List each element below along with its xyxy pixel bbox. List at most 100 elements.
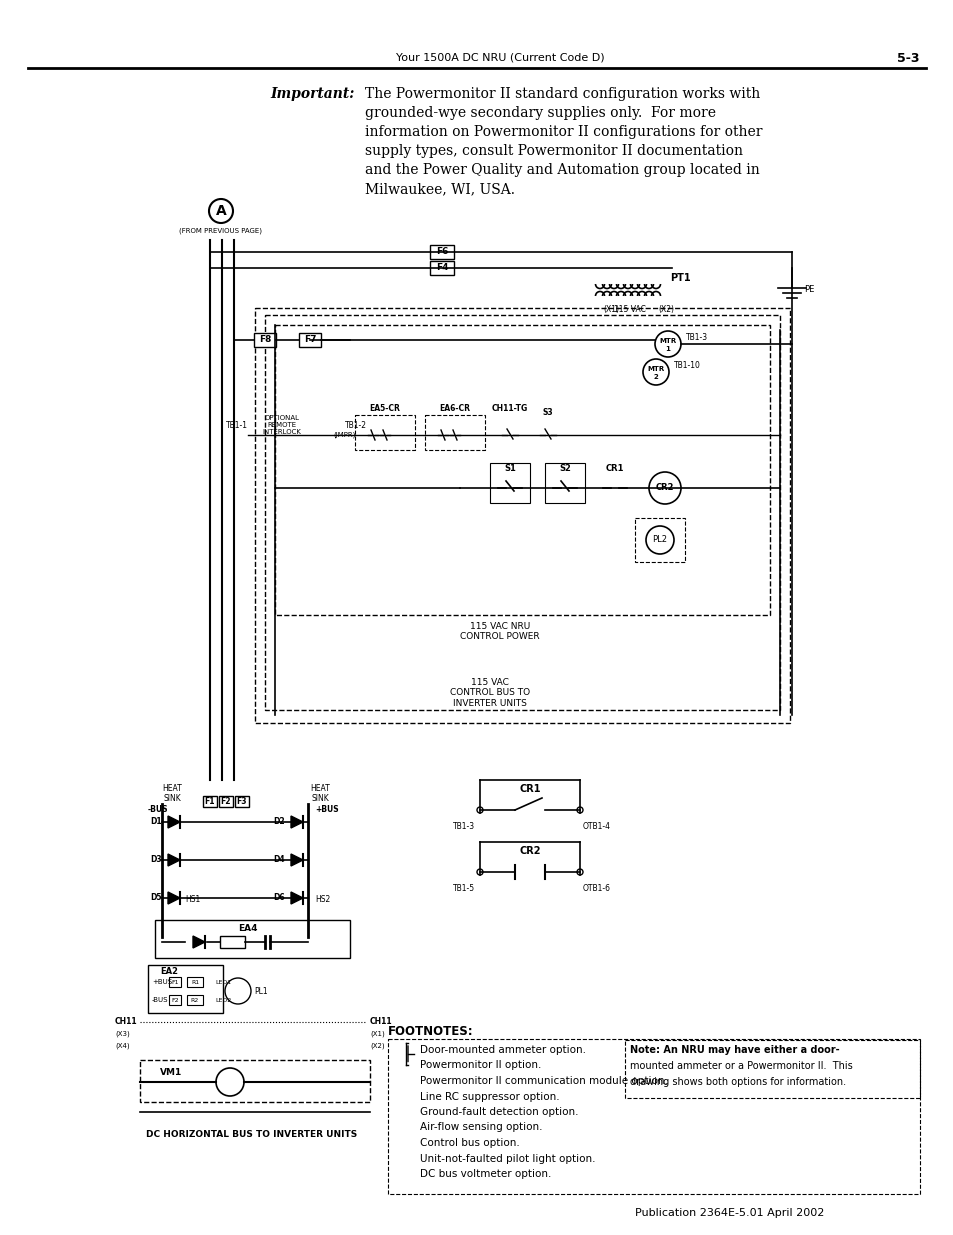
Polygon shape [291, 892, 303, 904]
Text: HS2: HS2 [314, 895, 330, 904]
Bar [253, 333, 275, 347]
Text: 2: 2 [653, 374, 658, 380]
Polygon shape [193, 936, 205, 948]
Text: CH11-TG: CH11-TG [492, 404, 528, 412]
Text: 115 VAC NRU
CONTROL POWER: 115 VAC NRU CONTROL POWER [459, 622, 539, 641]
Bar [203, 797, 216, 806]
Text: PT1: PT1 [669, 273, 690, 283]
Bar [355, 415, 415, 450]
Text: Line RC suppressor option.: Line RC suppressor option. [419, 1092, 559, 1102]
Text: 5-3: 5-3 [897, 52, 919, 64]
Text: MTR: MTR [647, 366, 664, 372]
Text: PE: PE [803, 285, 814, 294]
Text: S1: S1 [503, 464, 516, 473]
Text: F1: F1 [172, 979, 178, 984]
Text: Air-flow sensing option.: Air-flow sensing option. [419, 1123, 542, 1132]
Text: (X3): (X3) [115, 1031, 130, 1037]
Text: TB1-3: TB1-3 [685, 333, 707, 342]
Text: PL1: PL1 [253, 988, 268, 997]
Text: -BUS: -BUS [152, 997, 169, 1003]
Text: (X1): (X1) [602, 305, 618, 314]
Text: (X1): (X1) [370, 1031, 384, 1037]
Text: HS1: HS1 [185, 895, 200, 904]
Text: +BUS: +BUS [314, 805, 338, 815]
Bar [430, 245, 454, 259]
Text: CR1: CR1 [518, 784, 540, 794]
Text: +BUS: +BUS [152, 979, 172, 986]
Text: R2: R2 [191, 998, 199, 1003]
Bar [187, 977, 203, 987]
Text: EA6-CR: EA6-CR [439, 404, 470, 412]
Text: EA2: EA2 [160, 967, 178, 976]
Text: CR2: CR2 [655, 483, 674, 493]
Text: TB1-1: TB1-1 [226, 420, 248, 430]
Text: R1: R1 [191, 979, 199, 984]
Text: D4: D4 [274, 856, 285, 864]
Text: EA5-CR: EA5-CR [369, 404, 400, 412]
Text: LED2: LED2 [214, 998, 231, 1003]
Text: D5: D5 [151, 893, 162, 903]
Bar [388, 1039, 919, 1194]
Text: VM1: VM1 [160, 1068, 182, 1077]
Text: 1: 1 [665, 346, 670, 352]
Text: F8: F8 [258, 336, 271, 345]
Text: TB1-10: TB1-10 [673, 362, 700, 370]
Text: DC bus voltmeter option.: DC bus voltmeter option. [419, 1170, 551, 1179]
Text: OTB1-6: OTB1-6 [582, 884, 610, 893]
Bar [219, 797, 233, 806]
Text: F2: F2 [171, 998, 178, 1003]
Bar [274, 325, 769, 615]
Text: CR2: CR2 [518, 846, 540, 856]
Text: HEAT
SINK: HEAT SINK [310, 784, 330, 804]
Text: TB1-5: TB1-5 [453, 884, 475, 893]
Polygon shape [168, 892, 180, 904]
Polygon shape [291, 853, 303, 866]
Text: S3: S3 [542, 408, 553, 417]
Text: Control bus option.: Control bus option. [419, 1137, 519, 1149]
Text: Door-mounted ammeter option.: Door-mounted ammeter option. [419, 1045, 585, 1055]
Bar [148, 965, 223, 1013]
Text: OPTIONAL
REMOTE
INTERLOCK: OPTIONAL REMOTE INTERLOCK [262, 415, 301, 435]
Text: FOOTNOTES:: FOOTNOTES: [388, 1025, 473, 1037]
Polygon shape [168, 816, 180, 827]
Text: Powermonitor II option.: Powermonitor II option. [419, 1061, 540, 1071]
Text: F2: F2 [220, 798, 231, 806]
Bar [169, 977, 181, 987]
Text: CR1: CR1 [605, 464, 623, 473]
Polygon shape [291, 816, 303, 827]
Text: Milwaukee, WI, USA.: Milwaukee, WI, USA. [365, 182, 515, 196]
Text: and the Power Quality and Automation group located in: and the Power Quality and Automation gro… [365, 163, 759, 177]
Text: OTB1-4: OTB1-4 [582, 823, 610, 831]
Text: (JMPR): (JMPR) [334, 432, 355, 438]
Text: D1: D1 [151, 818, 162, 826]
Text: Your 1500A DC NRU (Current Code D): Your 1500A DC NRU (Current Code D) [395, 53, 603, 63]
Text: (X2): (X2) [370, 1042, 384, 1050]
Text: supply types, consult Powermonitor II documentation: supply types, consult Powermonitor II do… [365, 144, 742, 158]
Text: D6: D6 [274, 893, 285, 903]
Text: F6: F6 [436, 247, 448, 257]
Text: S2: S2 [558, 464, 570, 473]
Bar [254, 308, 789, 722]
Text: HEAT
SINK: HEAT SINK [162, 784, 182, 804]
Text: PL2: PL2 [652, 536, 667, 545]
Text: Publication 2364E-5.01 April 2002: Publication 2364E-5.01 April 2002 [635, 1208, 823, 1218]
Bar [635, 517, 684, 562]
Bar [298, 333, 320, 347]
Bar [154, 920, 350, 958]
Text: F4: F4 [436, 263, 448, 273]
Text: Note: An NRU may have either a door-: Note: An NRU may have either a door- [629, 1045, 839, 1055]
Bar [624, 1040, 919, 1098]
Text: information on Powermonitor II configurations for other: information on Powermonitor II configura… [365, 125, 761, 140]
Text: EA4: EA4 [238, 924, 257, 932]
Text: 115 VAC: 115 VAC [614, 305, 645, 314]
Polygon shape [168, 853, 180, 866]
Text: TB1-3: TB1-3 [453, 823, 475, 831]
Bar [544, 463, 584, 503]
Text: drawing shows both options for information.: drawing shows both options for informati… [629, 1077, 845, 1087]
Text: D2: D2 [274, 818, 285, 826]
Text: (X4): (X4) [115, 1042, 130, 1050]
Text: (FROM PREVIOUS PAGE): (FROM PREVIOUS PAGE) [179, 227, 262, 233]
Text: MTR: MTR [659, 338, 676, 345]
Text: (X2): (X2) [658, 305, 673, 314]
Bar [220, 936, 245, 948]
